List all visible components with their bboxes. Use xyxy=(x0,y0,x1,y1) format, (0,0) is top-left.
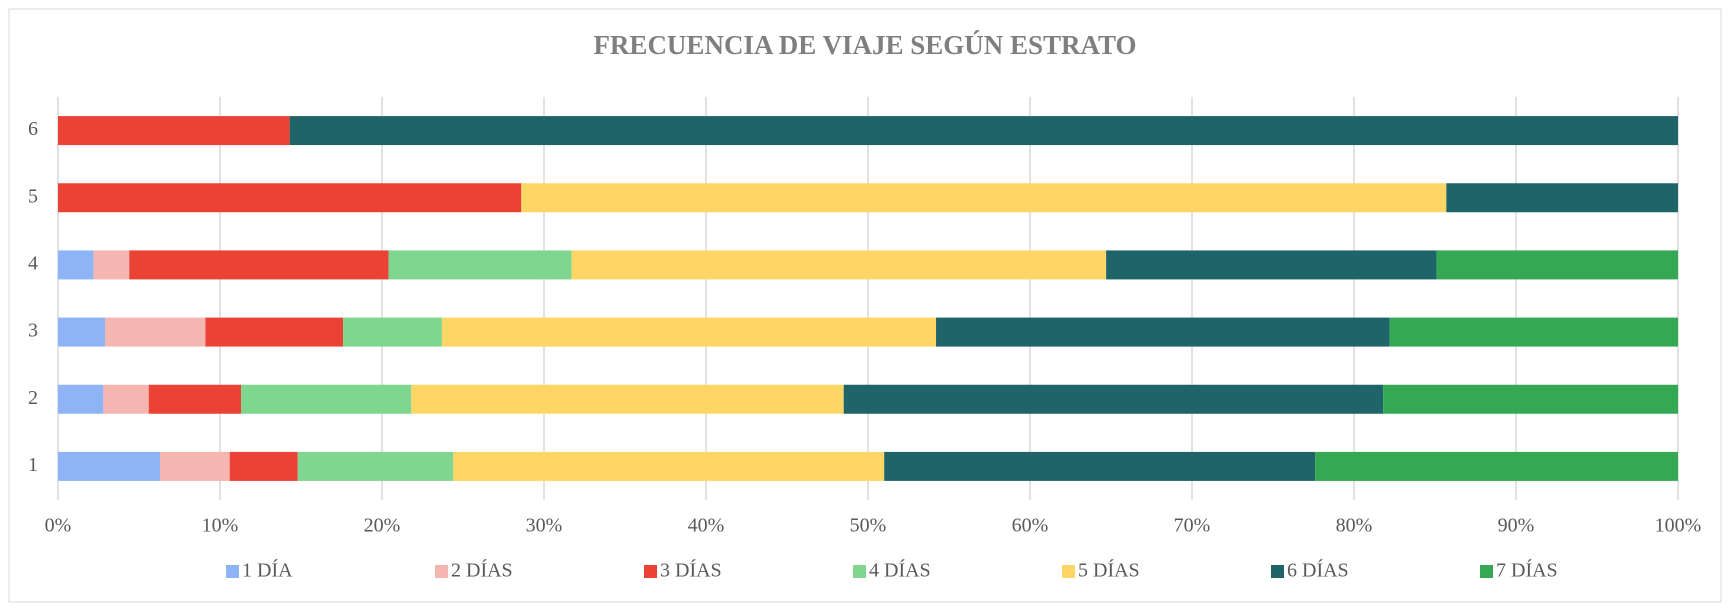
x-tick-label: 30% xyxy=(526,515,563,537)
x-tick-label: 0% xyxy=(45,515,72,537)
bar-segment xyxy=(1436,250,1678,280)
bar-segment xyxy=(388,250,572,280)
bar-segment xyxy=(104,317,206,347)
bar-segment xyxy=(289,116,1678,146)
bar-segment xyxy=(1106,250,1437,280)
bar-segment xyxy=(58,384,104,414)
legend-swatch xyxy=(1271,565,1284,578)
legend-label: 2 DÍAS xyxy=(451,559,513,582)
x-tick-label: 10% xyxy=(202,515,239,537)
bar-segment xyxy=(205,317,344,347)
legend-label: 1 DÍA xyxy=(242,559,293,582)
bar-segment xyxy=(58,183,522,213)
legend-label: 6 DÍAS xyxy=(1287,559,1349,582)
bar-segment xyxy=(229,451,298,481)
bar-segment xyxy=(1389,317,1678,347)
x-tick-label: 80% xyxy=(1336,515,1373,537)
y-tick-label: 2 xyxy=(28,387,38,409)
bar-segment xyxy=(1446,183,1678,213)
bar-segment xyxy=(343,317,442,347)
legend-swatch xyxy=(435,565,448,578)
y-tick-label: 1 xyxy=(28,454,38,476)
chart-title: FRECUENCIA DE VIAJE SEGÚN ESTRATO xyxy=(593,30,1136,60)
legend-swatch xyxy=(644,565,657,578)
bar-segment xyxy=(58,317,105,347)
bar-segment xyxy=(936,317,1390,347)
legend-swatch xyxy=(1480,565,1493,578)
x-tick-label: 50% xyxy=(850,515,887,537)
bar-segment xyxy=(129,250,389,280)
x-tick-label: 20% xyxy=(364,515,401,537)
x-tick-label: 90% xyxy=(1498,515,1535,537)
x-tick-label: 40% xyxy=(688,515,725,537)
bar-segment xyxy=(160,451,230,481)
bar-segment xyxy=(521,183,1447,213)
bar-segment xyxy=(1383,384,1678,414)
legend-label: 5 DÍAS xyxy=(1078,559,1140,582)
bar-segment xyxy=(58,250,94,280)
bar-segment xyxy=(571,250,1107,280)
legend-swatch xyxy=(226,565,239,578)
legend-label: 7 DÍAS xyxy=(1496,559,1558,582)
legend-label: 4 DÍAS xyxy=(869,559,931,582)
bar-segment xyxy=(148,384,242,414)
y-tick-label: 5 xyxy=(28,185,38,207)
bar-segment xyxy=(93,250,130,280)
x-tick-label: 70% xyxy=(1174,515,1211,537)
legend-swatch xyxy=(853,565,866,578)
bar-segment xyxy=(241,384,412,414)
bar-segment xyxy=(884,451,1316,481)
legend-swatch xyxy=(1062,565,1075,578)
y-tick-label: 4 xyxy=(28,253,38,275)
y-tick-label: 3 xyxy=(28,320,38,342)
bar-segment xyxy=(411,384,844,414)
x-tick-label: 100% xyxy=(1655,515,1702,537)
bar-segment xyxy=(58,116,290,146)
bar-segment xyxy=(1315,451,1678,481)
legend-label: 3 DÍAS xyxy=(660,559,722,582)
bar-segment xyxy=(843,384,1384,414)
y-tick-label: 6 xyxy=(28,118,38,140)
bar-segment xyxy=(453,451,885,481)
bar-segment xyxy=(441,317,937,347)
chart-frame xyxy=(8,8,1722,603)
bar-segment xyxy=(58,451,161,481)
bar-segment xyxy=(103,384,149,414)
x-tick-label: 60% xyxy=(1012,515,1049,537)
bar-segment xyxy=(297,451,454,481)
